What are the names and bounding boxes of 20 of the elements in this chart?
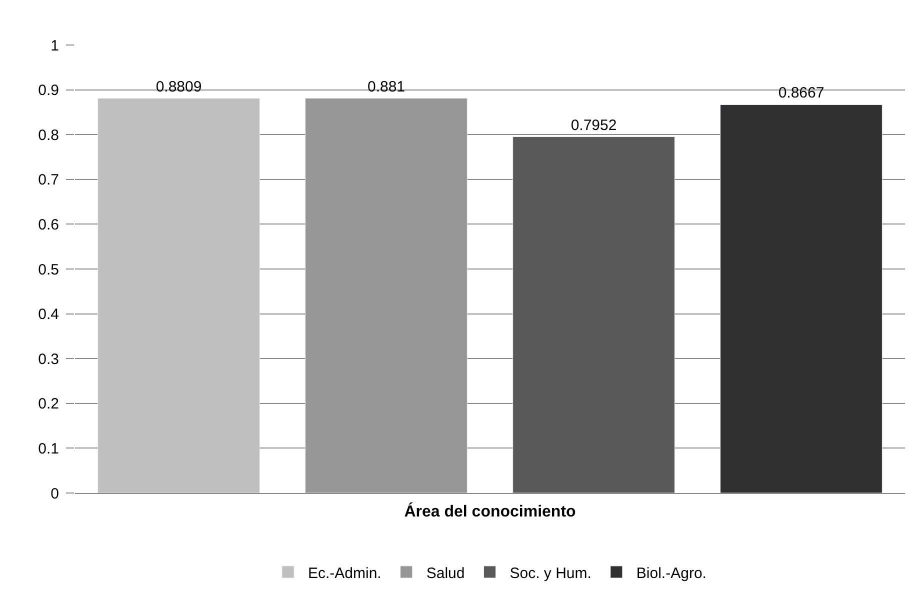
y-tick-label: 0.2: [38, 396, 59, 413]
y-tick-label: 0.3: [38, 350, 59, 368]
y-tick-label: 0.6: [38, 216, 59, 234]
data-label: 0.8809: [156, 78, 202, 96]
legend-label: Salud: [426, 564, 465, 582]
y-tick-label: 0.7: [38, 172, 59, 189]
y-tick-label: 0.8: [38, 126, 59, 144]
y-tick-label: 1: [50, 37, 59, 54]
data-label: 0.881: [367, 78, 406, 96]
y-tick-label: 0: [50, 485, 59, 502]
y-tick-label: 0.4: [38, 306, 59, 324]
data-label: 0.8667: [778, 84, 824, 102]
data-label: 0.7952: [570, 116, 617, 134]
legend-label: Ec.-Admin.: [308, 564, 382, 582]
y-tick-label: 0.5: [38, 261, 59, 278]
x-axis-title: Área del conocimiento: [404, 502, 576, 521]
legend-label: Biol.-Agro.: [636, 564, 706, 582]
y-tick-label: 0.1: [38, 440, 59, 458]
y-tick-label: 0.9: [38, 82, 59, 100]
legend-label: Soc. y Hum.: [510, 564, 592, 582]
